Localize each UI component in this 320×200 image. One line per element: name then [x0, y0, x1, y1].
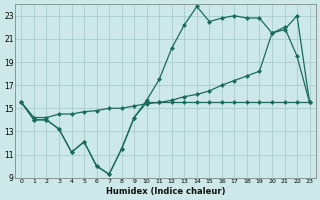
- X-axis label: Humidex (Indice chaleur): Humidex (Indice chaleur): [106, 187, 225, 196]
